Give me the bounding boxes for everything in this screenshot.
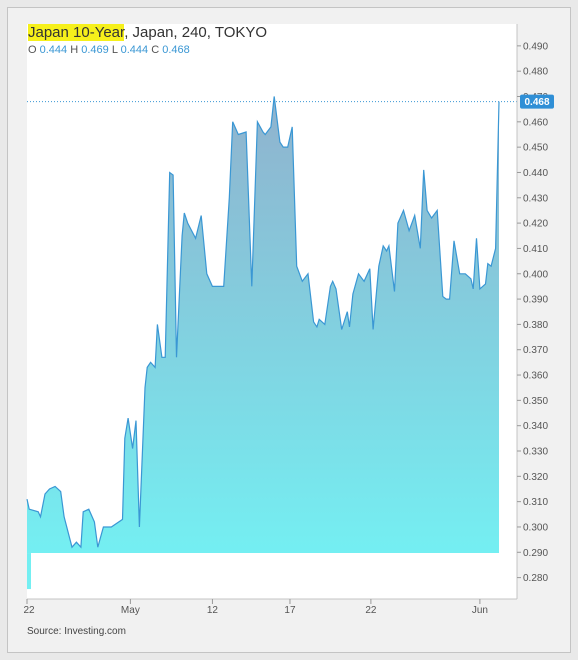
series-line xyxy=(26,96,500,549)
source-caption: Source: Investing.com xyxy=(27,626,126,637)
last-price-badge xyxy=(520,94,554,109)
x-tick-label: 12 xyxy=(207,605,219,616)
close-value: 0.468 xyxy=(162,44,190,56)
last-price-layer: 0.468 xyxy=(520,94,554,109)
y-tick-label: 0.400 xyxy=(523,269,548,280)
x-tick-label: May xyxy=(121,605,140,616)
y-tick-label: 0.320 xyxy=(523,472,548,483)
x-tick-label: Jun xyxy=(472,605,488,616)
open-label: O xyxy=(28,44,37,56)
y-tick-label: 0.490 xyxy=(523,41,548,52)
low-label: L xyxy=(111,44,118,56)
y-tick-label: 0.350 xyxy=(523,396,548,407)
open-value: 0.444 xyxy=(39,44,68,56)
y-tick-label: 0.370 xyxy=(523,345,548,356)
last-price-label: 0.468 xyxy=(524,97,549,108)
instrument-name: Japan 10-Year xyxy=(28,24,125,41)
series-area-fill xyxy=(27,96,499,553)
y-tick-label: 0.460 xyxy=(523,117,548,128)
y-tick-label: 0.430 xyxy=(523,193,548,204)
y-tick-label: 0.380 xyxy=(523,320,548,331)
high-label: H xyxy=(70,44,79,56)
y-tick-label: 0.280 xyxy=(523,573,548,584)
y-tick-label: 0.310 xyxy=(523,497,548,508)
close-label: C xyxy=(151,44,160,56)
x-tick-label: 22 xyxy=(23,605,35,616)
y-tick-label: 0.410 xyxy=(523,244,548,255)
y-tick-label: 0.480 xyxy=(523,67,548,78)
x-axis: 22 May 12 17 22 Jun xyxy=(23,598,517,616)
area-layer xyxy=(26,96,500,590)
instrument-details: , Japan, 240, TOKYO xyxy=(124,24,268,41)
series-left-stub xyxy=(27,553,31,590)
y-tick-label: 0.330 xyxy=(523,447,548,458)
low-value: 0.444 xyxy=(120,44,149,56)
high-value: 0.469 xyxy=(81,44,109,56)
y-tick-label: 0.290 xyxy=(523,548,548,559)
y-tick-label: 0.360 xyxy=(523,371,548,382)
y-tick-label: 0.340 xyxy=(523,421,548,432)
ohlc-readout: O 0.444 H 0.469 L 0.444 C 0.468 xyxy=(28,44,267,56)
y-tick-label: 0.390 xyxy=(523,295,548,306)
y-tick-label: 0.440 xyxy=(523,168,548,179)
chart-header: Japan 10-Year, Japan, 240, TOKYO O 0.444… xyxy=(28,24,267,56)
chart-title: Japan 10-Year, Japan, 240, TOKYO xyxy=(28,24,267,42)
x-tick-label: 22 xyxy=(365,605,377,616)
x-tick-label: 17 xyxy=(284,605,296,616)
y-tick-label: 0.300 xyxy=(523,522,548,533)
y-tick-label: 0.420 xyxy=(523,219,548,230)
y-tick-label: 0.450 xyxy=(523,143,548,154)
y-axis: 0.4900.4800.4700.4600.4500.4400.4300.420… xyxy=(516,24,548,599)
